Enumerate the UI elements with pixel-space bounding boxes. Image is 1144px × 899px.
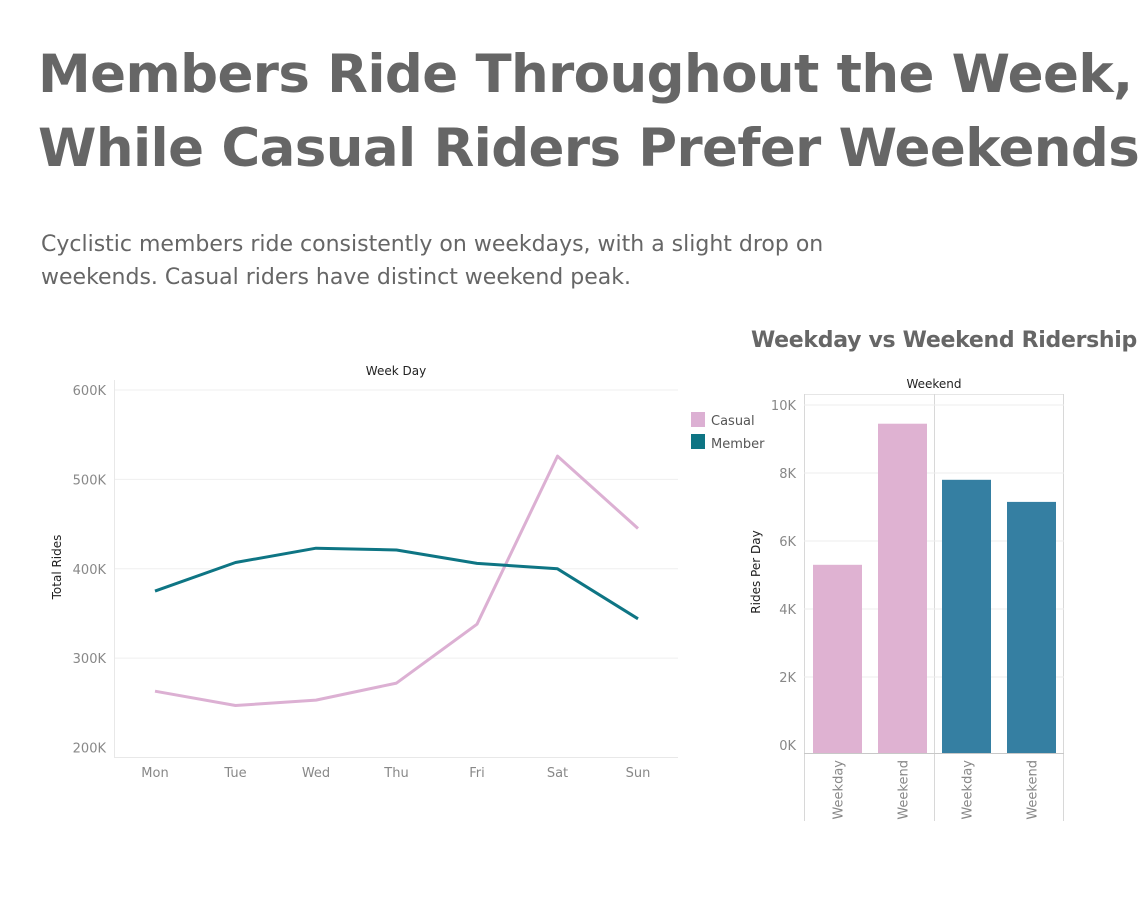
- subtitle-line-1: Cyclistic members ride consistently on w…: [41, 232, 824, 257]
- bar-casual-weekday: [813, 564, 862, 753]
- bar-member-weekend: [1007, 501, 1056, 753]
- line-chart-y-tick-label: 200K: [73, 742, 107, 757]
- bar-chart: Weekend Rides Per Day 0K 2K 4K 6K 8K 10K Week…: [749, 377, 1064, 821]
- line-series-casual: [154, 454, 640, 707]
- line-chart-series: [154, 454, 640, 707]
- title-line-2: While Casual Riders Prefer Weekends: [38, 118, 1140, 179]
- line-chart-y-tick-label: 500K: [73, 473, 107, 488]
- line-chart-y-ticks: 200K 300K 400K 500K 600K: [73, 384, 107, 757]
- bar-chart-x-tick-label: Weekday: [832, 760, 847, 820]
- line-chart-x-tick-label: Sat: [547, 766, 568, 781]
- line-chart-y-tick-label: 400K: [73, 563, 107, 578]
- page-title: Members Ride Throughout the Week, While …: [38, 38, 1140, 186]
- legend-swatch-member: [691, 434, 705, 449]
- line-chart-x-tick-label: Wed: [302, 766, 330, 781]
- title-line-1: Members Ride Throughout the Week,: [38, 44, 1133, 105]
- line-chart-x-ticks: Mon Tue Wed Thu Fri Sat Sun: [141, 766, 650, 781]
- bar-casual-weekend: [878, 423, 927, 753]
- line-chart-x-tick-label: Sun: [626, 766, 651, 781]
- line-chart-x-tick-label: Thu: [383, 766, 408, 781]
- bar-chart-y-tick-label: 4K: [779, 603, 796, 618]
- line-chart-y-axis-title: Total Rides: [50, 535, 64, 601]
- bar-chart-y-tick-label: 6K: [779, 535, 796, 550]
- bar-chart-y-tick-label: 0K: [779, 739, 796, 754]
- bar-member-weekday: [942, 479, 991, 753]
- line-chart-y-tick-label: 300K: [73, 652, 107, 667]
- page-subtitle: Cyclistic members ride consistently on w…: [41, 228, 861, 294]
- bar-chart-x-tick-label: Weekend: [1026, 760, 1041, 820]
- line-chart-legend: Casual Member: [691, 412, 765, 452]
- line-series-member: [154, 546, 639, 621]
- bar-chart-y-ticks: 0K 2K 4K 6K 8K 10K: [771, 399, 797, 754]
- bar-chart-x-tick-label: Weekend: [897, 760, 912, 820]
- bar-chart-bars: [813, 423, 1056, 753]
- bar-chart-y-tick-label: 8K: [779, 467, 796, 482]
- bar-chart-title: Weekday vs Weekend Ridership: [751, 328, 1137, 353]
- line-chart-grid: [114, 389, 678, 659]
- bar-chart-column-header: Weekend: [906, 377, 961, 391]
- subtitle-line-2: weekends. Casual riders have distinct we…: [41, 265, 631, 290]
- line-chart-x-tick-label: Fri: [469, 766, 485, 781]
- bar-chart-y-tick-label: 10K: [771, 399, 797, 414]
- legend-label-casual: Casual: [711, 414, 755, 429]
- legend-swatch-casual: [691, 412, 705, 427]
- bar-chart-x-tick-label: Weekday: [961, 760, 976, 820]
- line-chart-x-tick-label: Mon: [141, 766, 168, 781]
- line-chart-x-tick-label: Tue: [223, 766, 246, 781]
- line-chart-y-tick-label: 600K: [73, 384, 107, 399]
- line-chart-column-header: Week Day: [366, 364, 426, 378]
- bar-chart-y-axis-title: Rides Per Day: [749, 530, 763, 613]
- bar-chart-x-ticks: Weekday Weekend Weekday Weekend: [832, 760, 1041, 820]
- legend-label-member: Member: [711, 437, 765, 452]
- bar-chart-y-tick-label: 2K: [779, 671, 796, 686]
